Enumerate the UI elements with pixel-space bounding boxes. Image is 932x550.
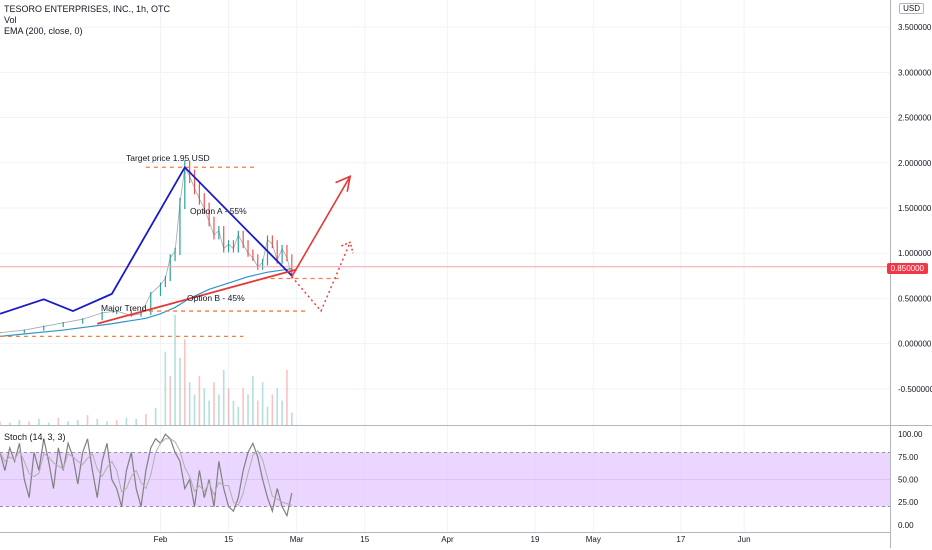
currency-badge[interactable]: USD bbox=[899, 3, 924, 14]
volume-bar bbox=[96, 418, 99, 425]
price-tick-label: 3.000000 bbox=[898, 68, 932, 77]
stoch-d-line bbox=[0, 438, 292, 506]
symbol-title: TESORO ENTERPRISES, INC., 1h, OTC bbox=[4, 4, 171, 14]
volume-bar bbox=[281, 400, 283, 425]
stoch-series bbox=[0, 433, 293, 518]
volume-bar bbox=[106, 421, 108, 425]
stoch-k-line bbox=[0, 433, 293, 518]
option-b-path bbox=[291, 242, 351, 313]
volume-bar bbox=[28, 421, 30, 425]
volume-bar bbox=[237, 406, 240, 425]
volume-bar bbox=[242, 388, 244, 425]
time-tick-label: 19 bbox=[531, 535, 540, 544]
volume-bar bbox=[271, 394, 274, 425]
stoch-tick-label: 100.00 bbox=[898, 430, 923, 439]
price-tick-label: 1.000000 bbox=[898, 249, 932, 258]
volume-bars bbox=[0, 315, 293, 425]
stoch-band bbox=[0, 451, 890, 508]
volume-bar bbox=[184, 339, 186, 425]
price-tick-label: 3.500000 bbox=[898, 23, 932, 32]
volume-bar bbox=[213, 382, 215, 425]
volume-bar bbox=[47, 422, 50, 425]
option-a-arrow bbox=[291, 175, 351, 278]
volume-bar bbox=[135, 418, 137, 425]
price-tick-label: 2.000000 bbox=[898, 159, 932, 168]
volume-bar bbox=[125, 417, 128, 425]
volume-bar bbox=[115, 420, 118, 425]
volume-bar bbox=[154, 407, 157, 425]
volume-bar bbox=[174, 315, 176, 425]
target-label: Target price 1.95 USD bbox=[126, 153, 210, 163]
stoch-tick-label: 75.00 bbox=[898, 453, 919, 462]
volume-bar bbox=[218, 394, 220, 425]
time-tick-label: 15 bbox=[224, 535, 233, 544]
price-tick-label: 1.500000 bbox=[898, 204, 932, 213]
volume-bar bbox=[222, 370, 225, 425]
time-tick-label: May bbox=[586, 535, 601, 544]
volume-bar bbox=[77, 420, 79, 425]
volume-bar bbox=[67, 421, 69, 425]
stoch-tick-label: 25.00 bbox=[898, 498, 919, 507]
time-tick-label: 15 bbox=[360, 535, 369, 544]
volume-bar bbox=[169, 376, 172, 425]
price-line bbox=[0, 166, 293, 334]
price-series bbox=[0, 160, 293, 337]
volume-bar bbox=[208, 400, 210, 425]
legend-stoch: Stoch (14, 3, 3) bbox=[4, 432, 66, 443]
volume-bar bbox=[261, 382, 264, 425]
volume-bar bbox=[164, 351, 167, 425]
major-trend-label: Major Trend bbox=[101, 303, 147, 313]
volume-bar bbox=[57, 417, 60, 425]
volume-bar bbox=[247, 394, 249, 425]
major-trend-line bbox=[97, 268, 297, 325]
stoch-tick-label: 50.00 bbox=[898, 476, 919, 485]
volume-bar bbox=[38, 418, 40, 425]
ema-label: EMA (200, close, 0) bbox=[4, 26, 83, 36]
option-a-label: Option A - 55% bbox=[190, 206, 247, 216]
stoch-tick-label: 0.00 bbox=[898, 521, 914, 530]
volume-bar bbox=[0, 421, 1, 425]
volume-bar bbox=[145, 414, 147, 425]
grid bbox=[0, 0, 890, 532]
annotations: Target price 1.95 USD Option A - 55% Optio… bbox=[0, 153, 890, 338]
volume-bar bbox=[179, 357, 181, 425]
price-tick-label: 0.000000 bbox=[898, 340, 932, 349]
time-tick-label: 17 bbox=[676, 535, 685, 544]
volume-bar bbox=[256, 400, 259, 425]
pattern-zigzag bbox=[0, 165, 293, 315]
option-a-arrowhead bbox=[335, 174, 352, 192]
time-tick-label: Mar bbox=[290, 535, 304, 544]
volume-bar bbox=[286, 370, 288, 425]
volume-bar bbox=[188, 382, 191, 425]
price-tick-label: 0.500000 bbox=[898, 294, 932, 303]
time-tick-label: Apr bbox=[441, 535, 454, 544]
stoch-label: Stoch (14, 3, 3) bbox=[4, 432, 66, 442]
volume-bar bbox=[276, 388, 279, 425]
option-b-label: Option B - 45% bbox=[187, 293, 245, 303]
price-tick-label: 2.500000 bbox=[898, 114, 932, 123]
volume-bar bbox=[8, 422, 11, 425]
volume-bar bbox=[18, 420, 21, 425]
legend-price: TESORO ENTERPRISES, INC., 1h, OTC Vol EM… bbox=[4, 4, 170, 37]
volume-bar bbox=[193, 394, 196, 425]
volume-bar bbox=[86, 415, 89, 425]
time-tick-label: Feb bbox=[154, 535, 168, 544]
volume-bar bbox=[266, 406, 269, 425]
last-price-tag: 0.850000 bbox=[886, 263, 928, 274]
volume-bar bbox=[252, 376, 254, 425]
price-tick-label: -0.500000 bbox=[898, 385, 932, 394]
volume-bar bbox=[232, 400, 235, 425]
time-tick-label: Jun bbox=[738, 535, 751, 544]
volume-bar bbox=[198, 376, 201, 425]
volume-bar bbox=[291, 412, 293, 425]
vol-label: Vol bbox=[4, 15, 17, 25]
option-b-arrowhead bbox=[341, 241, 354, 254]
volume-bar bbox=[203, 388, 206, 425]
volume-bar bbox=[227, 388, 230, 425]
